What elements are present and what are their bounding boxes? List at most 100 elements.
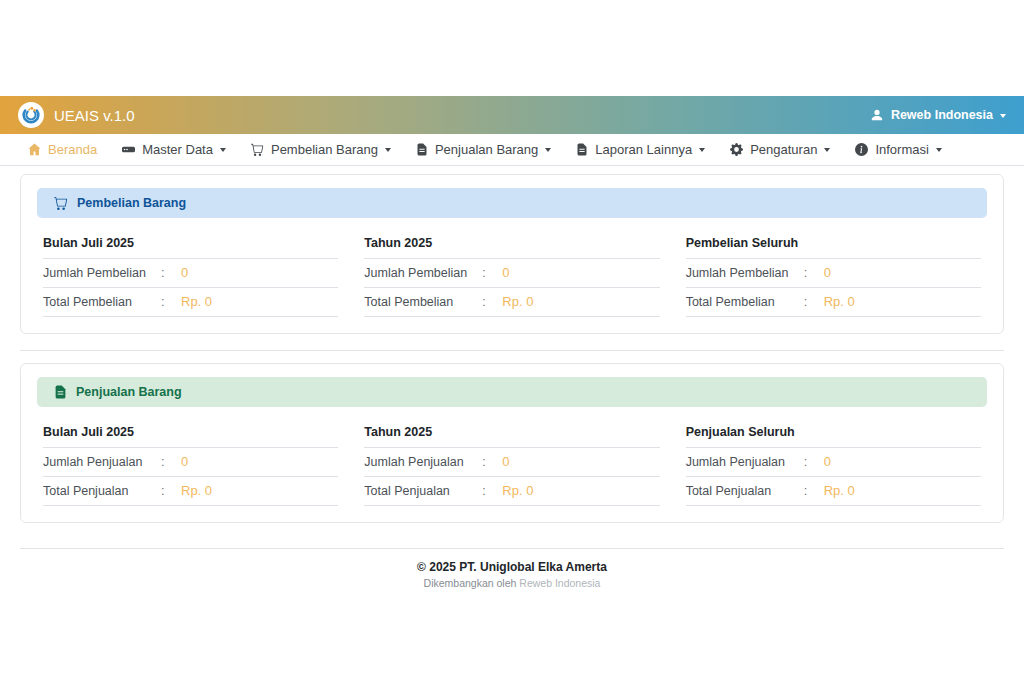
card-title: Penjualan Barang [76,385,182,399]
stat-row: Total Penjualan : Rp. 0 [364,477,659,506]
app-title: UEAIS v.1.0 [54,107,135,124]
brand-link[interactable]: UEAIS v.1.0 [18,102,135,128]
stat-row: Jumlah Pembelian : 0 [43,259,338,288]
stat-row: Total Pembelian : Rp. 0 [686,288,981,317]
stat-row: Jumlah Pembelian : 0 [364,259,659,288]
stat-row: Total Penjualan : Rp. 0 [43,477,338,506]
stat-column-seluruh: Penjualan Seluruh Jumlah Penjualan : 0 T… [686,418,981,506]
stat-label: Jumlah Pembelian [43,266,161,280]
stat-column-bulan: Bulan Juli 2025 Jumlah Pembelian : 0 Tot… [43,229,338,317]
stat-label: Jumlah Penjualan [686,455,804,469]
stat-value: Rp. 0 [502,483,533,498]
stat-separator: : [161,266,181,280]
stat-separator: : [804,295,824,309]
developed-by-text: Dikembangkan oleh Reweb Indonesia [20,577,1004,589]
stat-separator: : [161,484,181,498]
user-name: Reweb Indonesia [891,108,993,122]
stat-separator: : [482,266,502,280]
stat-label: Total Pembelian [43,295,161,309]
content-area: Pembelian Barang Bulan Juli 2025 Jumlah … [20,174,1004,589]
info-icon [855,143,868,156]
stat-label: Total Pembelian [686,295,804,309]
user-menu[interactable]: Reweb Indonesia [870,108,1006,122]
stat-row: Jumlah Pembelian : 0 [686,259,981,288]
stat-column-title: Pembelian Seluruh [686,229,981,259]
app-logo-icon [18,102,44,128]
stat-column-title: Tahun 2025 [364,418,659,448]
stat-value: 0 [181,454,188,469]
copyright-text: © 2025 PT. Uniglobal Elka Amerta [20,560,1004,574]
cart-icon [251,143,264,156]
app-navbar: UEAIS v.1.0 Reweb Indonesia [0,96,1024,134]
menu-item-beranda[interactable]: Beranda [28,142,97,157]
stat-separator: : [804,484,824,498]
home-icon [28,143,41,156]
stat-column-title: Bulan Juli 2025 [43,229,338,259]
cart-icon [54,196,68,210]
caret-down-icon [385,148,391,152]
caret-down-icon [936,148,942,152]
stat-value: 0 [502,265,509,280]
stat-row: Total Pembelian : Rp. 0 [364,288,659,317]
stat-column-bulan: Bulan Juli 2025 Jumlah Penjualan : 0 Tot… [43,418,338,506]
person-icon [870,108,884,122]
stat-separator: : [482,484,502,498]
stat-row: Jumlah Penjualan : 0 [686,448,981,477]
menu-item-informasi[interactable]: Informasi [855,142,941,157]
stat-value: Rp. 0 [824,483,855,498]
document-icon [54,385,67,399]
menu-item-pengaturan[interactable]: Pengaturan [730,142,830,157]
stat-value: Rp. 0 [181,483,212,498]
stat-separator: : [161,455,181,469]
stat-label: Total Penjualan [686,484,804,498]
gear-icon [730,143,743,156]
server-icon [122,143,135,156]
caret-down-icon [545,148,551,152]
stat-row: Total Penjualan : Rp. 0 [686,477,981,506]
stat-label: Total Penjualan [43,484,161,498]
penjualan-stats: Bulan Juli 2025 Jumlah Penjualan : 0 Tot… [37,418,987,506]
page-top-whitespace [0,0,1024,96]
document-icon [576,143,588,156]
penjualan-card-header: Penjualan Barang [37,377,987,407]
developer-link[interactable]: Reweb Indonesia [519,577,600,589]
pembelian-stats: Bulan Juli 2025 Jumlah Pembelian : 0 Tot… [37,229,987,317]
stat-value: Rp. 0 [181,294,212,309]
stat-row: Jumlah Penjualan : 0 [364,448,659,477]
page-footer: © 2025 PT. Uniglobal Elka Amerta Dikemba… [20,549,1004,589]
stat-label: Jumlah Penjualan [364,455,482,469]
stat-column-title: Tahun 2025 [364,229,659,259]
stat-separator: : [482,455,502,469]
stat-column-title: Bulan Juli 2025 [43,418,338,448]
pembelian-barang-card: Pembelian Barang Bulan Juli 2025 Jumlah … [20,174,1004,334]
stat-label: Jumlah Penjualan [43,455,161,469]
stat-value: 0 [502,454,509,469]
menu-item-penjualan-barang[interactable]: Penjualan Barang [416,142,551,157]
stat-label: Total Penjualan [364,484,482,498]
stat-label: Jumlah Pembelian [364,266,482,280]
menu-item-laporan-lainnya[interactable]: Laporan Lainnya [576,142,705,157]
penjualan-barang-card: Penjualan Barang Bulan Juli 2025 Jumlah … [20,363,1004,523]
caret-down-icon [220,148,226,152]
stat-column-tahun: Tahun 2025 Jumlah Pembelian : 0 Total Pe… [364,229,659,317]
pembelian-card-header: Pembelian Barang [37,188,987,218]
stat-separator: : [482,295,502,309]
stat-label: Total Pembelian [364,295,482,309]
stat-value: Rp. 0 [824,294,855,309]
menu-item-master-data[interactable]: Master Data [122,142,226,157]
stat-value: 0 [824,454,831,469]
stat-value: Rp. 0 [502,294,533,309]
stat-column-tahun: Tahun 2025 Jumlah Penjualan : 0 Total Pe… [364,418,659,506]
caret-down-icon [699,148,705,152]
caret-down-icon [1000,114,1006,118]
stat-value: 0 [181,265,188,280]
stat-value: 0 [824,265,831,280]
main-menu: Beranda Master Data Pembelian Barang Pen… [0,134,1024,166]
stat-separator: : [161,295,181,309]
caret-down-icon [824,148,830,152]
document-icon [416,143,428,156]
menu-item-pembelian-barang[interactable]: Pembelian Barang [251,142,391,157]
stat-column-title: Penjualan Seluruh [686,418,981,448]
stat-separator: : [804,266,824,280]
stat-label: Jumlah Pembelian [686,266,804,280]
